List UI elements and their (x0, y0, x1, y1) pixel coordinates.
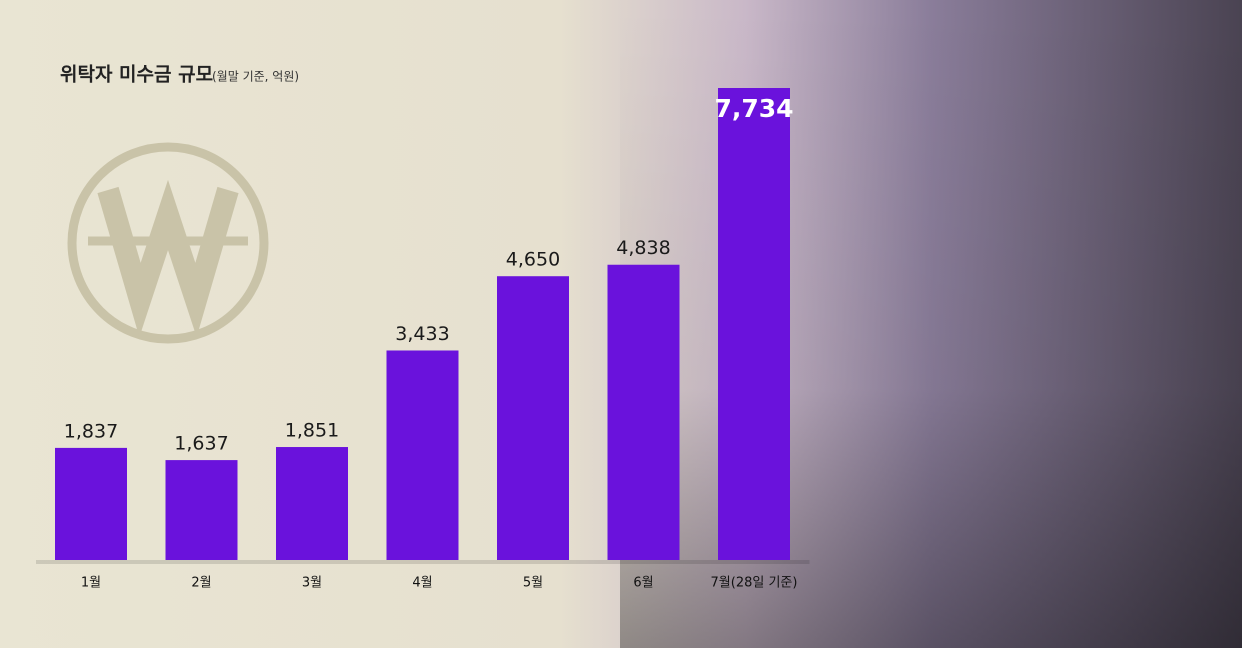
bar (718, 88, 790, 560)
value-label: 1,851 (285, 420, 339, 442)
baseline-shadow (36, 560, 810, 564)
value-label: 3,433 (395, 323, 449, 345)
bar (497, 276, 569, 560)
value-label: 4,650 (506, 249, 560, 271)
value-label: 7,734 (714, 94, 793, 123)
x-tick-label: 1월 (81, 576, 101, 591)
x-tick-label: 3월 (302, 576, 322, 591)
bar (165, 460, 238, 560)
bar (55, 447, 127, 560)
bar (276, 447, 348, 560)
value-label: 4,838 (616, 237, 670, 259)
x-tick-label: 4월 (412, 576, 432, 591)
x-tick-label: 5월 (523, 576, 543, 591)
x-tick-label: 6월 (633, 576, 653, 591)
chart-subtitle: (월말 기준, 억원) (212, 70, 299, 84)
bar (386, 350, 459, 560)
won-icon (67, 142, 269, 344)
background-shade (620, 0, 1242, 648)
value-label: 1,637 (174, 433, 228, 455)
bar (607, 264, 680, 560)
value-label: 1,837 (64, 420, 118, 442)
chart-title: 위탁자 미수금 규모 (60, 64, 213, 86)
x-tick-label: 7월(28일 기준) (711, 576, 798, 591)
x-tick-label: 2월 (191, 576, 211, 591)
